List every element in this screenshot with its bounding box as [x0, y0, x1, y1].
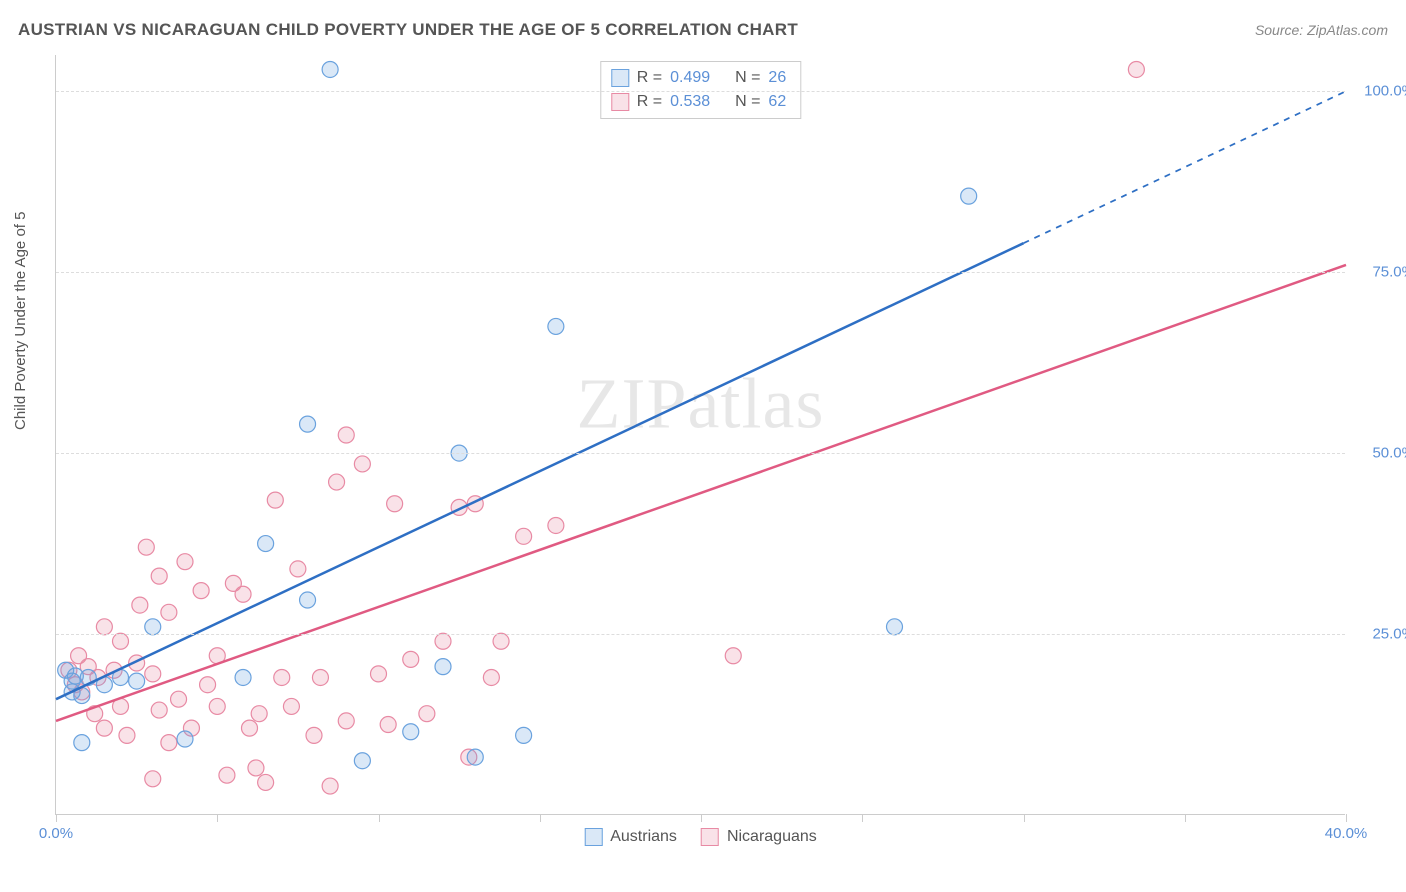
chart-svg: [56, 55, 1345, 814]
data-point-nicaraguans: [290, 561, 306, 577]
data-point-nicaraguans: [248, 760, 264, 776]
gridline-h: [56, 634, 1345, 635]
legend-label-austrians: Austrians: [610, 828, 677, 846]
data-point-austrians: [300, 592, 316, 608]
data-point-austrians: [467, 749, 483, 765]
data-point-austrians: [516, 727, 532, 743]
x-tick-label: 40.0%: [1325, 825, 1368, 842]
data-point-nicaraguans: [96, 720, 112, 736]
data-point-austrians: [74, 735, 90, 751]
data-point-nicaraguans: [267, 492, 283, 508]
data-point-nicaraguans: [161, 735, 177, 751]
source-attribution: Source: ZipAtlas.com: [1255, 22, 1388, 38]
data-point-nicaraguans: [354, 456, 370, 472]
y-tick-label: 25.0%: [1355, 626, 1406, 643]
data-point-nicaraguans: [516, 528, 532, 544]
data-point-austrians: [145, 619, 161, 635]
source-name: ZipAtlas.com: [1307, 22, 1388, 38]
data-point-nicaraguans: [258, 774, 274, 790]
data-point-austrians: [887, 619, 903, 635]
data-point-austrians: [177, 731, 193, 747]
data-point-nicaraguans: [312, 669, 328, 685]
legend-item-nicaraguans: Nicaraguans: [701, 828, 817, 846]
trend-line-dash-austrians: [1024, 91, 1347, 243]
series-legend: Austrians Nicaraguans: [584, 828, 817, 846]
y-tick-label: 50.0%: [1355, 445, 1406, 462]
trend-line-austrians: [56, 243, 1024, 699]
legend-label-nicaraguans: Nicaraguans: [727, 828, 817, 846]
data-point-nicaraguans: [96, 619, 112, 635]
data-point-nicaraguans: [403, 651, 419, 667]
data-point-nicaraguans: [177, 554, 193, 570]
data-point-nicaraguans: [548, 517, 564, 533]
x-tick: [701, 814, 702, 822]
data-point-nicaraguans: [380, 717, 396, 733]
data-point-austrians: [258, 536, 274, 552]
data-point-nicaraguans: [145, 771, 161, 787]
data-point-austrians: [961, 188, 977, 204]
data-point-nicaraguans: [483, 669, 499, 685]
data-point-nicaraguans: [1128, 61, 1144, 77]
gridline-h: [56, 272, 1345, 273]
data-point-nicaraguans: [493, 633, 509, 649]
data-point-nicaraguans: [193, 583, 209, 599]
x-tick: [540, 814, 541, 822]
x-tick: [1024, 814, 1025, 822]
x-tick-label: 0.0%: [39, 825, 73, 842]
data-point-austrians: [354, 753, 370, 769]
data-point-nicaraguans: [338, 427, 354, 443]
legend-item-austrians: Austrians: [584, 828, 677, 846]
data-point-nicaraguans: [119, 727, 135, 743]
data-point-nicaraguans: [132, 597, 148, 613]
data-point-austrians: [435, 659, 451, 675]
y-tick-label: 100.0%: [1355, 83, 1406, 100]
data-point-austrians: [235, 669, 251, 685]
data-point-nicaraguans: [151, 702, 167, 718]
data-point-nicaraguans: [235, 586, 251, 602]
data-point-nicaraguans: [725, 648, 741, 664]
data-point-nicaraguans: [113, 633, 129, 649]
data-point-nicaraguans: [283, 698, 299, 714]
source-prefix: Source:: [1255, 22, 1307, 38]
data-point-nicaraguans: [387, 496, 403, 512]
data-point-austrians: [403, 724, 419, 740]
data-point-nicaraguans: [171, 691, 187, 707]
x-tick: [1346, 814, 1347, 822]
y-axis-label: Child Poverty Under the Age of 5: [12, 212, 29, 430]
data-point-austrians: [129, 673, 145, 689]
data-point-nicaraguans: [419, 706, 435, 722]
data-point-austrians: [548, 318, 564, 334]
data-point-nicaraguans: [329, 474, 345, 490]
data-point-nicaraguans: [306, 727, 322, 743]
data-point-austrians: [300, 416, 316, 432]
data-point-nicaraguans: [242, 720, 258, 736]
x-tick: [56, 814, 57, 822]
gridline-h: [56, 91, 1345, 92]
data-point-nicaraguans: [161, 604, 177, 620]
data-point-nicaraguans: [209, 698, 225, 714]
data-point-nicaraguans: [151, 568, 167, 584]
x-tick: [862, 814, 863, 822]
y-tick-label: 75.0%: [1355, 264, 1406, 281]
x-tick: [379, 814, 380, 822]
plot-area: ZIPatlas R = 0.499 N = 26 R = 0.538 N = …: [55, 55, 1345, 815]
gridline-h: [56, 453, 1345, 454]
x-tick: [1185, 814, 1186, 822]
data-point-nicaraguans: [322, 778, 338, 794]
data-point-nicaraguans: [145, 666, 161, 682]
swatch-nicaraguans-b: [701, 828, 719, 846]
data-point-nicaraguans: [371, 666, 387, 682]
data-point-nicaraguans: [138, 539, 154, 555]
chart-title: AUSTRIAN VS NICARAGUAN CHILD POVERTY UND…: [18, 20, 798, 40]
data-point-nicaraguans: [219, 767, 235, 783]
trend-line-nicaraguans: [56, 265, 1346, 721]
data-point-austrians: [322, 61, 338, 77]
data-point-nicaraguans: [200, 677, 216, 693]
swatch-austrians-b: [584, 828, 602, 846]
data-point-nicaraguans: [338, 713, 354, 729]
data-point-nicaraguans: [251, 706, 267, 722]
data-point-nicaraguans: [435, 633, 451, 649]
x-tick: [217, 814, 218, 822]
data-point-nicaraguans: [274, 669, 290, 685]
